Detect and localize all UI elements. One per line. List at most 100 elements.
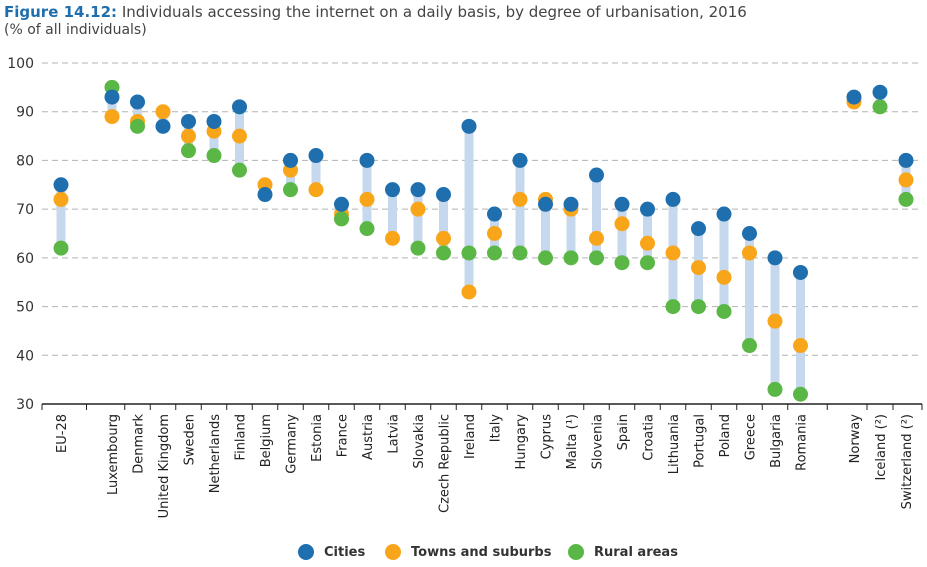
point-rural-sweden (181, 143, 196, 159)
point-towns-slovakia (410, 201, 426, 217)
range-bar-estonia (311, 155, 321, 190)
figure-number: Figure 14.12: (4, 3, 118, 21)
point-cities-bulgaria (767, 250, 783, 266)
legend-swatch-towns (385, 544, 401, 560)
x-label-eu-28: EU-28 (55, 414, 70, 453)
range-bar-greece (745, 233, 754, 346)
x-label-netherlands: Netherlands (208, 414, 223, 493)
point-cities-malta (563, 196, 579, 212)
point-cities-germany (283, 152, 298, 168)
point-towns-eu-28 (53, 191, 69, 207)
point-cities-portugal (691, 221, 706, 237)
chart-subtitle: (% of all individuals) (4, 22, 147, 38)
point-towns-latvia (385, 230, 400, 246)
point-towns-luxembourg (104, 109, 120, 125)
dot-range-chart: 30 40 50 60 70 80 90 100 EU-28 Luxembourg Denmark… (7, 56, 923, 519)
point-cities-romania (793, 264, 808, 280)
legend-item-towns: Towns and suburbs (385, 544, 551, 560)
point-rural-portugal (691, 299, 706, 315)
range-bar-slovenia (592, 175, 601, 258)
point-rural-eu-28 (53, 240, 69, 256)
point-rural-hungary (512, 245, 528, 261)
legend: Cities Towns and suburbs Rural areas (0, 544, 927, 566)
y-tick-70: 70 (16, 202, 34, 218)
point-towns-italy (487, 226, 502, 241)
x-label-ireland: Ireland (463, 414, 478, 459)
x-label-norway: Norway (848, 414, 863, 464)
range-bar-latvia (388, 189, 397, 239)
point-rural-romania (793, 386, 808, 402)
point-rural-czech-republic (436, 245, 451, 261)
point-rural-denmark (130, 118, 145, 134)
range-bar-eu-28 (56, 184, 66, 249)
point-rural-ireland (461, 245, 477, 261)
point-rural-cyprus (538, 250, 553, 266)
x-label-germany: Germany (285, 414, 300, 474)
point-cities-lithuania (665, 191, 681, 207)
point-cities-sweden (181, 113, 196, 129)
x-label-united-kingdom: United Kingdom (157, 414, 172, 518)
x-label-estonia: Estonia (310, 414, 325, 462)
point-towns-hungary (512, 191, 528, 207)
point-rural-bulgaria (767, 381, 783, 397)
x-label-lithuania: Lithuania (667, 414, 682, 474)
point-cities-france (334, 196, 349, 212)
point-rural-lithuania (665, 299, 681, 315)
y-tick-50: 50 (16, 300, 34, 316)
x-label-slovakia: Slovakia (412, 414, 427, 469)
point-rural-france (334, 211, 349, 227)
point-towns-portugal (691, 260, 706, 276)
data-points (53, 79, 914, 402)
point-cities-united-kingdom (155, 118, 171, 134)
x-label-sweden: Sweden (183, 414, 198, 465)
x-label-belgium: Belgium (259, 414, 274, 467)
y-axis-ticks: 30 40 50 60 70 80 90 100 (7, 56, 34, 413)
y-tick-60: 60 (16, 251, 34, 267)
point-rural-greece (742, 338, 757, 354)
x-label-finland: Finland (234, 414, 249, 460)
x-label-spain: Spain (616, 414, 631, 450)
point-towns-finland (232, 128, 247, 144)
x-label-greece: Greece (744, 414, 759, 460)
point-cities-cyprus (538, 196, 553, 212)
gridlines (42, 62, 922, 356)
point-towns-sweden (181, 128, 196, 144)
point-rural-austria (359, 221, 375, 237)
point-rural-croatia (640, 255, 655, 271)
point-towns-croatia (640, 235, 655, 251)
range-bar-poland (719, 214, 729, 312)
point-cities-austria (359, 152, 375, 168)
x-label-denmark: Denmark (132, 414, 147, 474)
chart-title: Figure 14.12: Individuals accessing the … (4, 2, 747, 22)
x-label-switzerland: Switzerland (²) (900, 414, 915, 509)
point-cities-finland (232, 99, 247, 115)
point-cities-denmark (130, 94, 145, 110)
legend-label-cities: Cities (324, 544, 366, 560)
legend-swatch-cities (298, 544, 314, 560)
x-axis-labels: EU-28 Luxembourg Denmark United Kingdom Swed… (55, 414, 915, 519)
point-towns-bulgaria (767, 313, 783, 329)
x-label-luxembourg: Luxembourg (106, 414, 121, 495)
point-cities-greece (742, 226, 757, 241)
x-label-czech-republic: Czech Republic (438, 414, 453, 513)
y-tick-100: 100 (7, 56, 34, 72)
point-rural-spain (614, 255, 630, 271)
range-bar-czech-republic (439, 194, 448, 253)
legend-label-rural: Rural areas (594, 544, 678, 560)
point-rural-finland (232, 162, 247, 178)
point-cities-switzerland (898, 152, 914, 168)
range-bar-spain (617, 204, 627, 263)
point-rural-slovenia (589, 250, 604, 266)
point-cities-hungary (512, 152, 528, 168)
point-towns-czech-republic (436, 230, 451, 246)
point-towns-slovenia (589, 230, 604, 246)
point-rural-slovakia (410, 240, 426, 256)
point-cities-norway (846, 89, 862, 105)
point-towns-estonia (308, 182, 324, 198)
point-towns-greece (742, 245, 757, 261)
x-label-portugal: Portugal (693, 414, 708, 468)
x-label-france: France (336, 414, 351, 457)
x-label-malta: Malta (¹) (565, 414, 580, 469)
x-axis (41, 403, 923, 410)
point-cities-croatia (640, 201, 655, 217)
